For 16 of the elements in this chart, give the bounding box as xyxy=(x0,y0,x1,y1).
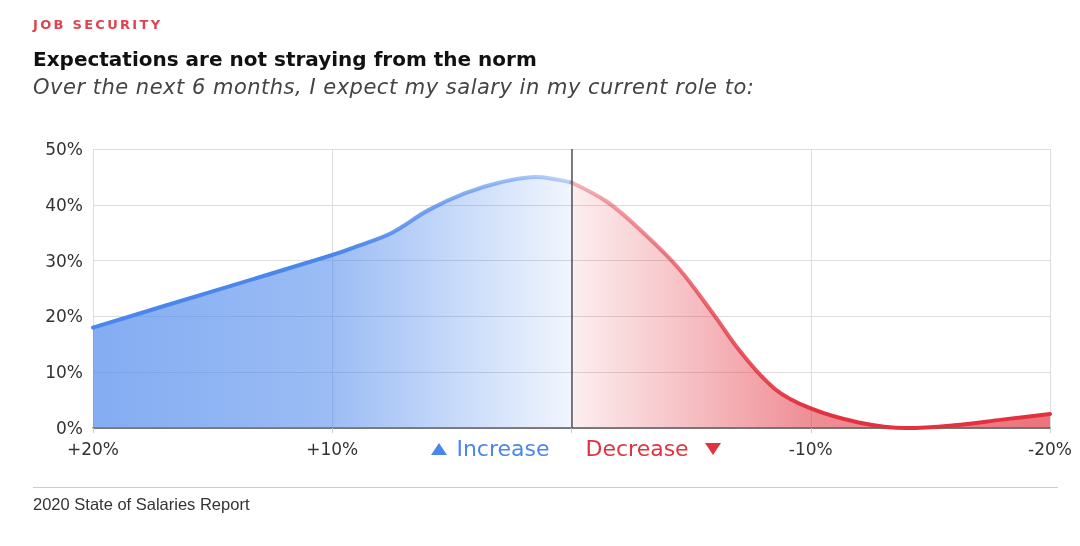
y-tick-label: 0% xyxy=(56,418,83,438)
x-tick-label: +20% xyxy=(66,438,120,459)
x-tick-label: -20% xyxy=(1028,438,1072,459)
y-tick-label: 50% xyxy=(45,139,83,159)
y-tick-label: 20% xyxy=(45,306,83,327)
y-tick-label: 30% xyxy=(45,250,83,271)
legend-label: Increase xyxy=(456,435,550,463)
chart-subtitle: Over the next 6 months, I expect my salary in my current role to: xyxy=(33,75,755,99)
x-tick-label: +10% xyxy=(306,438,359,459)
text: JOB SECURITY xyxy=(33,17,163,32)
chart-title: Expectations are not straying from the norm xyxy=(33,47,537,71)
series-label: Decrease xyxy=(585,435,689,463)
y-tick-label: 40% xyxy=(45,194,83,215)
y-tick-label: 10% xyxy=(45,362,83,383)
text: 2020 State of Salaries Report xyxy=(33,495,250,514)
x-tick-label: -10% xyxy=(788,438,833,459)
